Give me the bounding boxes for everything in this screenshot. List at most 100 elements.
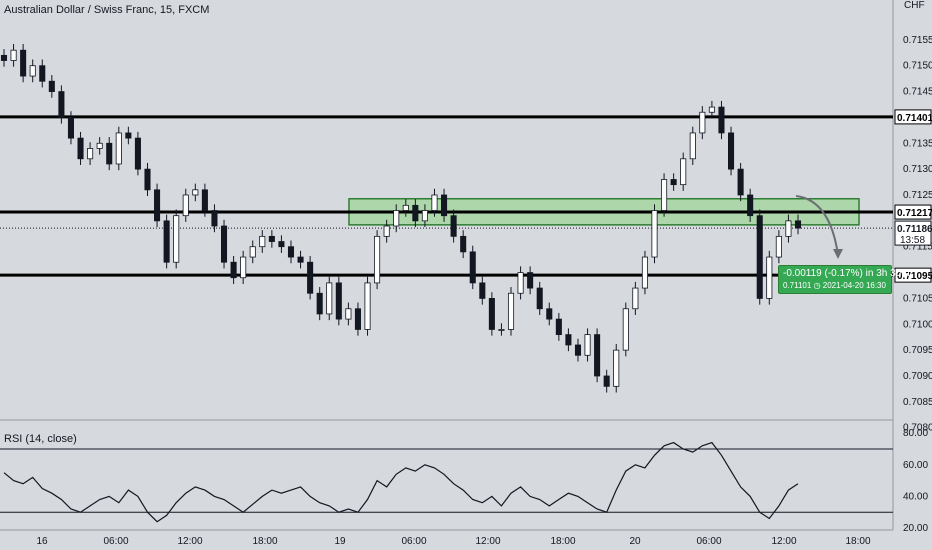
candle-body — [670, 179, 677, 186]
candle-body — [507, 292, 515, 330]
candle-body — [211, 210, 218, 227]
candle-body — [603, 375, 610, 387]
candle-body — [307, 261, 314, 294]
candle-body — [154, 189, 161, 222]
time-tick-label: 12:00 — [771, 536, 796, 547]
candle-body — [594, 334, 601, 377]
measure-arrow — [795, 195, 839, 256]
candle-body — [756, 215, 763, 299]
level-price-tag: 0.71217 — [894, 204, 932, 220]
candle-body — [134, 137, 141, 170]
candle-body — [0, 54, 8, 61]
candle-body — [632, 287, 639, 310]
candle-body — [689, 132, 696, 160]
time-tick-label: 12:00 — [475, 536, 500, 547]
candle-body — [728, 132, 735, 170]
candle-body — [383, 225, 390, 237]
candle-body — [259, 235, 266, 248]
current-price-text: 0.71186 — [897, 224, 932, 235]
measure-date: 2021-04-20 — [822, 281, 864, 290]
level-price-tag: 0.71095 — [894, 267, 932, 283]
currency-label: CHF — [904, 0, 925, 11]
candle-body — [488, 298, 495, 330]
candle-body — [230, 261, 237, 279]
candle-body — [249, 246, 256, 258]
measure-time: 16:30 — [865, 281, 886, 290]
candle-body — [125, 132, 132, 139]
candle-body — [192, 189, 199, 196]
candle-body — [498, 329, 505, 331]
measure-box[interactable]: -0.00119 (-0.17%) in 3h 30m 0.71101 ◷ 20… — [778, 265, 910, 294]
candle-body — [326, 282, 333, 315]
candle-body — [316, 292, 323, 315]
candle-body — [20, 49, 27, 77]
candle-body — [460, 235, 467, 253]
candle-body — [240, 256, 247, 279]
candle-body — [651, 210, 658, 258]
candle-body — [661, 179, 668, 211]
time-tick-label: 18:00 — [845, 536, 870, 547]
candle-body — [450, 215, 457, 237]
candle-body — [182, 194, 189, 217]
measure-price: 0.71101 — [783, 281, 812, 290]
candle-body — [29, 65, 36, 77]
rsi-tick-label: 20.00 — [903, 523, 928, 534]
candle-body — [708, 106, 715, 113]
candle-body — [421, 210, 428, 222]
level-tag-text: 0.71095 — [897, 271, 932, 282]
candle-body — [785, 220, 792, 237]
candle-body — [10, 49, 17, 61]
candle-body — [77, 137, 84, 160]
rsi-tick-label: 60.00 — [903, 460, 928, 471]
level-price-tag: 0.71401 — [894, 109, 932, 125]
candle-body — [48, 80, 55, 92]
candle-body — [163, 220, 170, 263]
candle-body — [402, 204, 409, 211]
candle-body — [96, 142, 103, 149]
candle-body — [584, 334, 591, 356]
level-tag-bg — [894, 267, 932, 283]
candle-body — [766, 256, 773, 299]
candle-body — [412, 204, 419, 222]
candle-body — [555, 318, 562, 336]
candle-body — [622, 308, 629, 351]
candle-body — [297, 256, 304, 263]
level-tag-text: 0.71401 — [897, 113, 932, 124]
rsi-label: RSI (14, close) — [4, 433, 77, 445]
candle-body — [345, 308, 352, 320]
time-tick-label: 19 — [334, 536, 346, 547]
measure-line2: 0.71101 ◷ 2021-04-20 16:30 — [783, 281, 886, 290]
candle-body — [718, 106, 725, 134]
rsi-tick-label: 40.00 — [903, 491, 928, 502]
candle-body — [747, 194, 754, 217]
candle-body — [374, 235, 381, 284]
candle-body — [354, 308, 361, 330]
candle-body — [335, 282, 342, 320]
candle-body — [680, 158, 687, 186]
candle-body — [536, 287, 543, 310]
level-tag-bg — [894, 109, 932, 125]
current-price-bg — [894, 220, 932, 246]
candle-body — [87, 148, 94, 160]
candle-body — [574, 344, 582, 356]
candle-body — [393, 210, 400, 227]
candle-body — [106, 142, 113, 165]
candle-body — [364, 282, 371, 330]
time-tick-label: 18:00 — [252, 536, 277, 547]
time-tick-label: 06:00 — [696, 536, 721, 547]
candle-body — [441, 194, 448, 217]
candle-body — [775, 235, 782, 258]
